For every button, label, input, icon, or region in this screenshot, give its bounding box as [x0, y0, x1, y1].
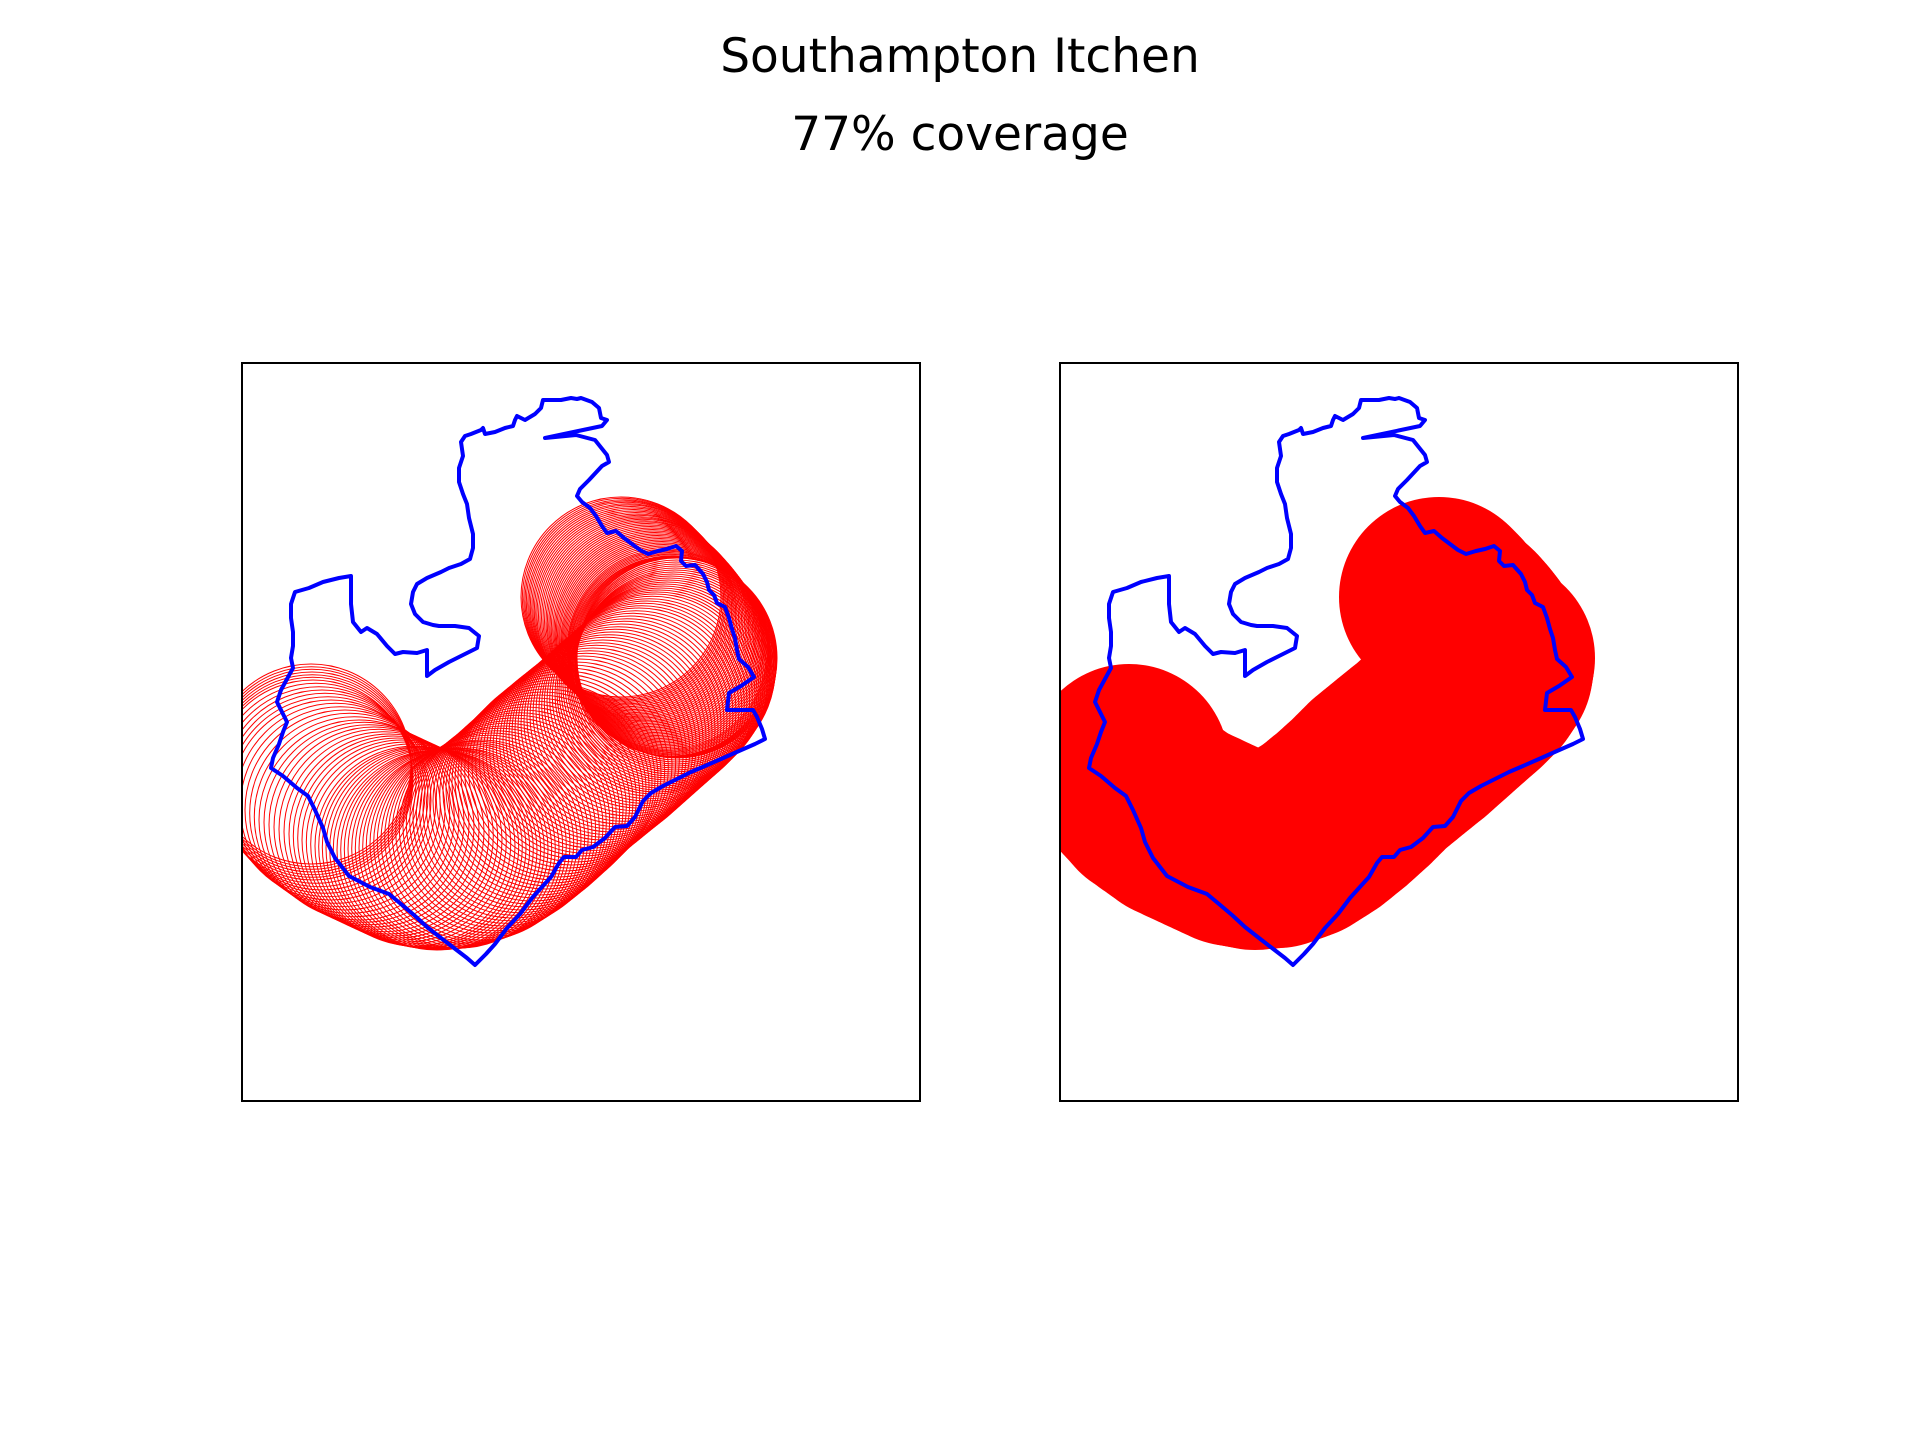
coverage-circle-outline	[467, 667, 669, 869]
coverage-circle-outline	[268, 724, 470, 926]
coverage-circle-outline	[551, 595, 753, 797]
coverage-circle-outline	[552, 529, 754, 730]
coverage-circle-outline	[532, 509, 734, 710]
coverage-circle-outline	[249, 712, 451, 914]
coverage-circle-outline	[554, 532, 756, 733]
coverage-circle-outline	[278, 728, 480, 930]
coverage-circle-outline	[263, 721, 465, 923]
coverage-circle-outline	[475, 661, 677, 863]
coverage-circle-outline	[535, 512, 737, 713]
coverage-circle-outlines	[243, 496, 778, 951]
coverage-subtitle: 77% coverage	[791, 107, 1129, 162]
coverage-circle-outline	[405, 722, 607, 924]
coverage-circle-outline	[297, 737, 499, 939]
coverage-circle-outline	[520, 496, 722, 698]
coverage-circle-outline	[332, 748, 534, 950]
coverage-circle-outline	[292, 735, 494, 937]
coverage-circle-outline	[543, 602, 745, 804]
coverage-circle-outline	[539, 516, 741, 718]
coverage-circle-outline	[544, 520, 745, 722]
coverage-circle-outline	[329, 748, 531, 950]
figure-title: Southampton Itchen	[720, 29, 1200, 84]
coverage-circle-outline	[283, 731, 485, 933]
coverage-circle-outline	[531, 507, 733, 709]
coverage-circle-outline	[555, 533, 757, 735]
coverage-circle-outline	[273, 726, 475, 928]
coverage-filled-area	[1061, 497, 1595, 950]
coverage-circle-outline	[541, 517, 742, 719]
coverage-circle-outline	[243, 682, 417, 884]
coverage-circle-outline	[445, 688, 647, 890]
coverage-circle-outline	[554, 593, 756, 795]
coverage-circle-outline	[253, 716, 455, 918]
coverage-circle-outline	[525, 501, 727, 703]
constituency-boundary	[1087, 396, 1585, 967]
coverage-circle-outline	[546, 600, 748, 802]
coverage-circle-outline	[538, 514, 739, 716]
map-panel-circle-outlines	[241, 362, 921, 1102]
coverage-circle-outline	[460, 673, 662, 875]
coverage-circle-outline	[527, 503, 729, 705]
map-left-svg	[243, 396, 778, 967]
coverage-circle-outline	[243, 689, 423, 891]
coverage-circle-outline	[571, 573, 773, 775]
coverage-circle-outline	[409, 720, 611, 922]
coverage-circle-outline	[243, 692, 426, 894]
coverage-circle-outline	[573, 571, 775, 773]
map-panel-filled-coverage	[1059, 362, 1739, 1102]
coverage-circle-outline	[542, 518, 744, 720]
coverage-circle-outline	[336, 749, 538, 951]
coverage-circle-outline	[533, 510, 735, 712]
coverage-circle-outline	[553, 530, 755, 732]
coverage-circle-outline	[243, 663, 412, 865]
coverage-circle-outline	[567, 579, 769, 781]
coverage-circle-outline	[301, 739, 503, 941]
constituency-boundary	[269, 396, 767, 967]
coverage-circle-outline	[402, 725, 604, 927]
coverage-circle-outline	[244, 709, 446, 911]
map-right-svg	[1061, 396, 1595, 967]
coverage-circle-outline	[435, 697, 637, 899]
coverage-circle-outline	[243, 686, 420, 888]
coverage-circle-outline	[258, 719, 460, 921]
coverage-circle-outline	[288, 733, 490, 935]
figure-title-block: Southampton Itchen 77% coverage	[0, 18, 1920, 174]
coverage-circle-outline	[243, 706, 441, 908]
coverage-circle-outline	[464, 670, 666, 872]
coverage-circle-outline	[561, 541, 763, 742]
coverage-circle-outline	[243, 699, 432, 901]
coverage-circle-outline	[560, 539, 762, 741]
coverage-circle-outline	[529, 506, 731, 707]
coverage-circle-outline	[412, 717, 614, 919]
coverage-circle-outline	[243, 696, 429, 898]
coverage-circle-outline	[528, 504, 730, 706]
coverage-circle-outline	[243, 702, 437, 904]
